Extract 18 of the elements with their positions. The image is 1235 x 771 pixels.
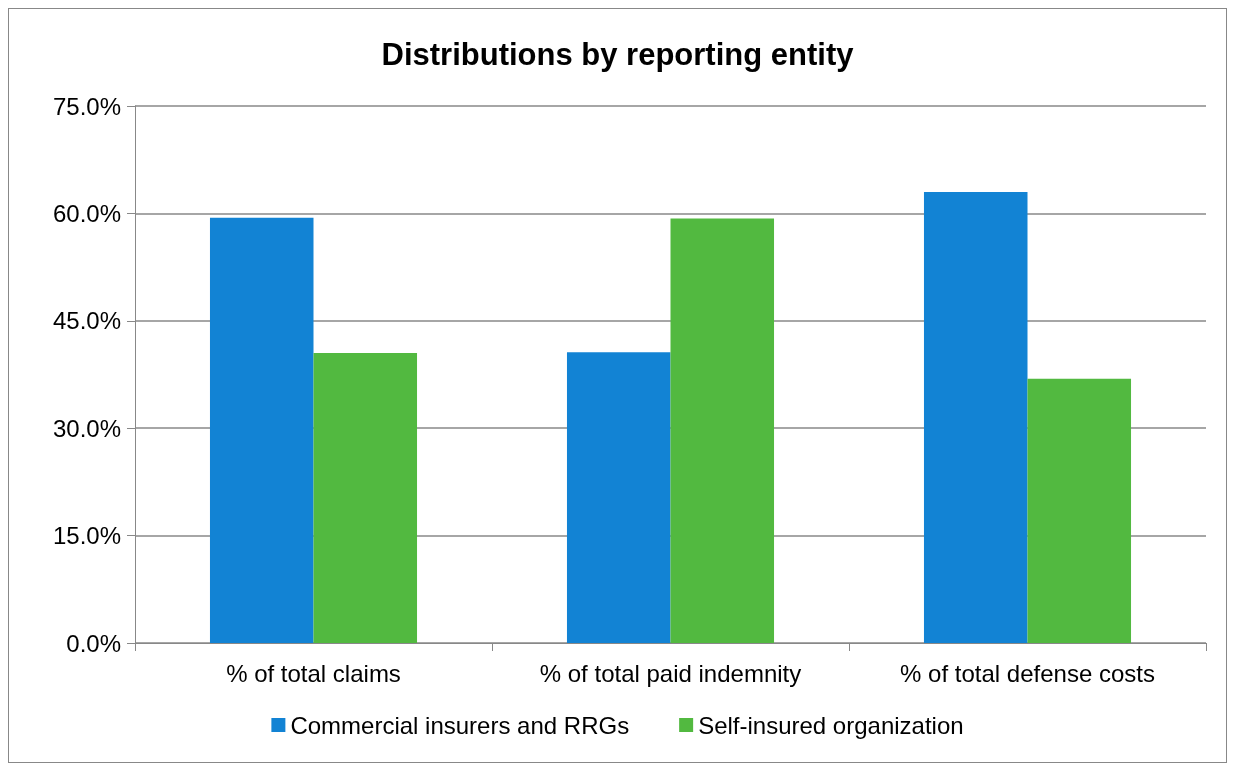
y-tick-label: 0.0% [66, 629, 121, 657]
chart-title: Distributions by reporting entity [381, 37, 855, 72]
bar [670, 218, 775, 643]
bar [566, 352, 671, 643]
y-tick-label: 30.0% [52, 414, 121, 442]
bar [1027, 378, 1132, 643]
y-tick-label: 45.0% [52, 307, 121, 335]
y-tick-label: 75.0% [52, 92, 121, 120]
x-tick-label: % of total paid indemnity [539, 659, 802, 687]
x-tick-label: % of total defense costs [900, 659, 1155, 687]
x-tick-label: % of total claims [226, 659, 401, 687]
legend-label: Commercial insurers and RRGs [290, 711, 630, 739]
y-tick-label: 15.0% [52, 522, 121, 550]
bar [209, 217, 314, 643]
y-tick-label: 60.0% [52, 199, 121, 227]
legend-label: Self-insured organization [698, 711, 964, 739]
bar [923, 191, 1028, 643]
bar [313, 353, 418, 643]
